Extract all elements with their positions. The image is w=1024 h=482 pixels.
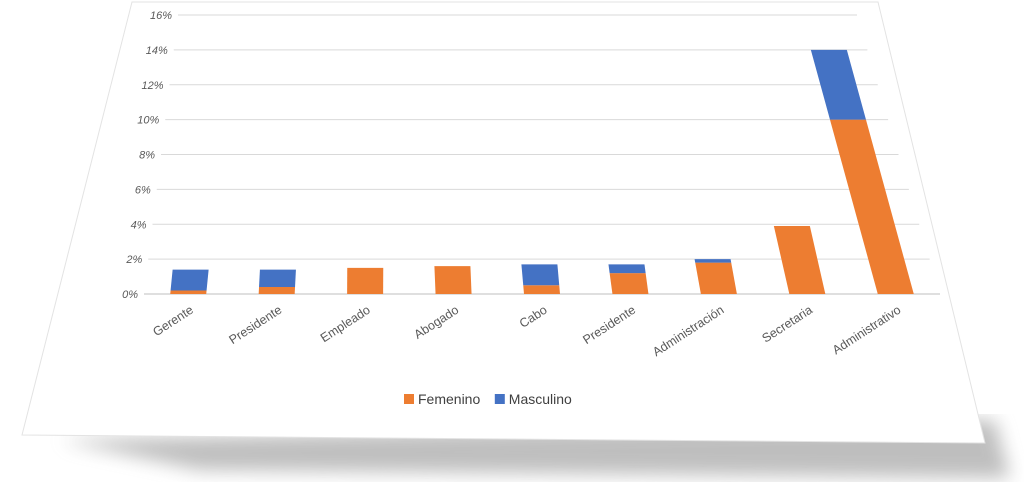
legend-label: Femenino: [418, 391, 480, 407]
y-tick-label: 8%: [139, 150, 155, 162]
bar-segment: [829, 119, 914, 294]
bar-segment: [523, 285, 560, 294]
y-tick-label: 4%: [131, 219, 147, 231]
bar-segment: [609, 273, 649, 294]
bar-segment: [773, 225, 826, 294]
bars: [170, 49, 914, 294]
y-tick-label: 0%: [122, 289, 138, 301]
bar-segment: [695, 262, 737, 294]
legend-swatch: [494, 394, 505, 404]
y-tick-label: 6%: [135, 184, 151, 196]
y-tick-label: 12%: [141, 80, 163, 92]
bar-segment: [694, 259, 732, 263]
legend-label: Masculino: [509, 391, 572, 407]
y-tick-label: 2%: [125, 254, 142, 266]
bar-segment: [434, 266, 472, 294]
bar-segment: [347, 267, 384, 294]
bar-segment: [810, 49, 866, 120]
bar-segment: [170, 290, 207, 294]
chart-card: [21, 1, 986, 444]
bar-segment: [170, 269, 209, 291]
bar-segment: [259, 269, 296, 288]
y-tick-label: 14%: [146, 45, 168, 57]
y-tick-label: 10%: [137, 115, 159, 127]
bar-segment: [608, 264, 646, 274]
legend-swatch: [404, 394, 414, 404]
bar-segment: [258, 287, 296, 294]
legend: Femenino Masculino: [404, 391, 572, 407]
bar-segment: [521, 264, 560, 286]
y-tick-label: 16%: [150, 10, 172, 22]
